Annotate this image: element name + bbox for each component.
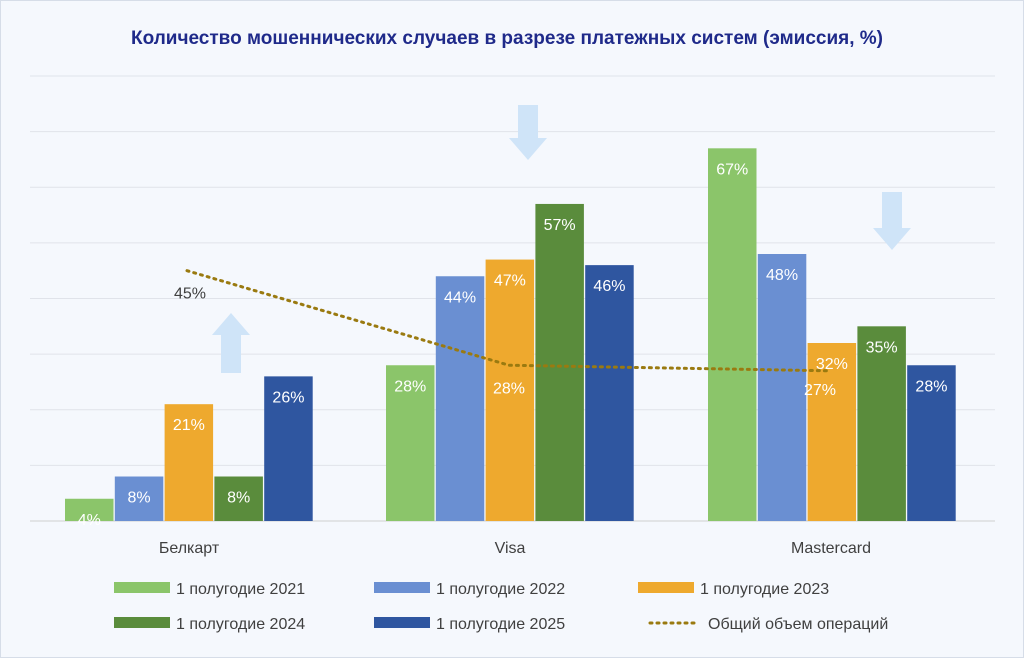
legend-swatch	[114, 582, 170, 593]
data-label: 47%	[494, 273, 526, 290]
bar	[585, 265, 634, 521]
bar	[114, 476, 164, 521]
category-labels: Белкарт Visa Mastercard	[159, 540, 871, 557]
data-label: 28%	[394, 378, 426, 395]
bar	[757, 254, 807, 521]
legend-label: Общий объем операций	[708, 616, 888, 633]
data-label: 4%	[78, 512, 101, 529]
arrow-up-icon	[212, 313, 250, 373]
legend-swatch	[374, 582, 430, 593]
legend-swatch	[638, 582, 694, 593]
line-series	[185, 269, 832, 373]
data-label: 67%	[716, 161, 748, 178]
bar	[214, 476, 263, 521]
bar	[485, 259, 535, 521]
bar	[807, 343, 857, 521]
chart-title: Количество мошеннических случаев в разре…	[131, 28, 883, 49]
legend-swatch	[114, 617, 170, 628]
data-label: 46%	[593, 278, 625, 295]
category-label: Visa	[495, 540, 526, 557]
category-label: Mastercard	[791, 540, 871, 557]
legend-swatch	[374, 617, 430, 628]
data-label: 44%	[444, 289, 476, 306]
category-label: Белкарт	[159, 540, 220, 557]
bar	[386, 365, 435, 521]
data-label: 21%	[173, 417, 205, 434]
bar	[857, 326, 906, 521]
data-label: 35%	[866, 339, 898, 356]
line-data-label: 28%	[493, 380, 525, 397]
data-label: 8%	[127, 490, 150, 507]
arrow-down-icon	[873, 192, 911, 250]
data-label: 32%	[816, 356, 848, 373]
bar	[708, 148, 757, 521]
line-data-label: 27%	[804, 382, 836, 399]
arrow-down-icon	[509, 105, 547, 160]
bar	[264, 376, 313, 521]
legend-label: 1 полугодие 2023	[700, 581, 829, 598]
data-label: 57%	[544, 217, 576, 234]
data-label: 8%	[227, 490, 250, 507]
data-label: 48%	[766, 267, 798, 284]
data-label: 26%	[272, 389, 304, 406]
bar	[65, 498, 114, 521]
legend-label: 1 полугодие 2024	[176, 616, 305, 633]
data-label: 28%	[915, 378, 947, 395]
bar	[907, 365, 956, 521]
bar	[535, 203, 584, 521]
legend-label: 1 полугодие 2022	[436, 581, 565, 598]
total-operations-line: 45% 28% 27%	[174, 269, 836, 399]
legend: 1 полугодие 2021 1 полугодие 2022 1 полуго…	[114, 581, 888, 633]
line-data-label: 45%	[174, 286, 206, 303]
trend-arrows	[212, 105, 911, 373]
bars: 4% 28% 67% 8% 44% 48% 21% 47% 32% 8% 57% 35% 26% 46% 2…	[65, 148, 956, 529]
bar	[435, 276, 485, 521]
legend-label: 1 полугодие 2021	[176, 581, 305, 598]
legend-label: 1 полугодие 2025	[436, 616, 565, 633]
bar	[164, 404, 214, 521]
